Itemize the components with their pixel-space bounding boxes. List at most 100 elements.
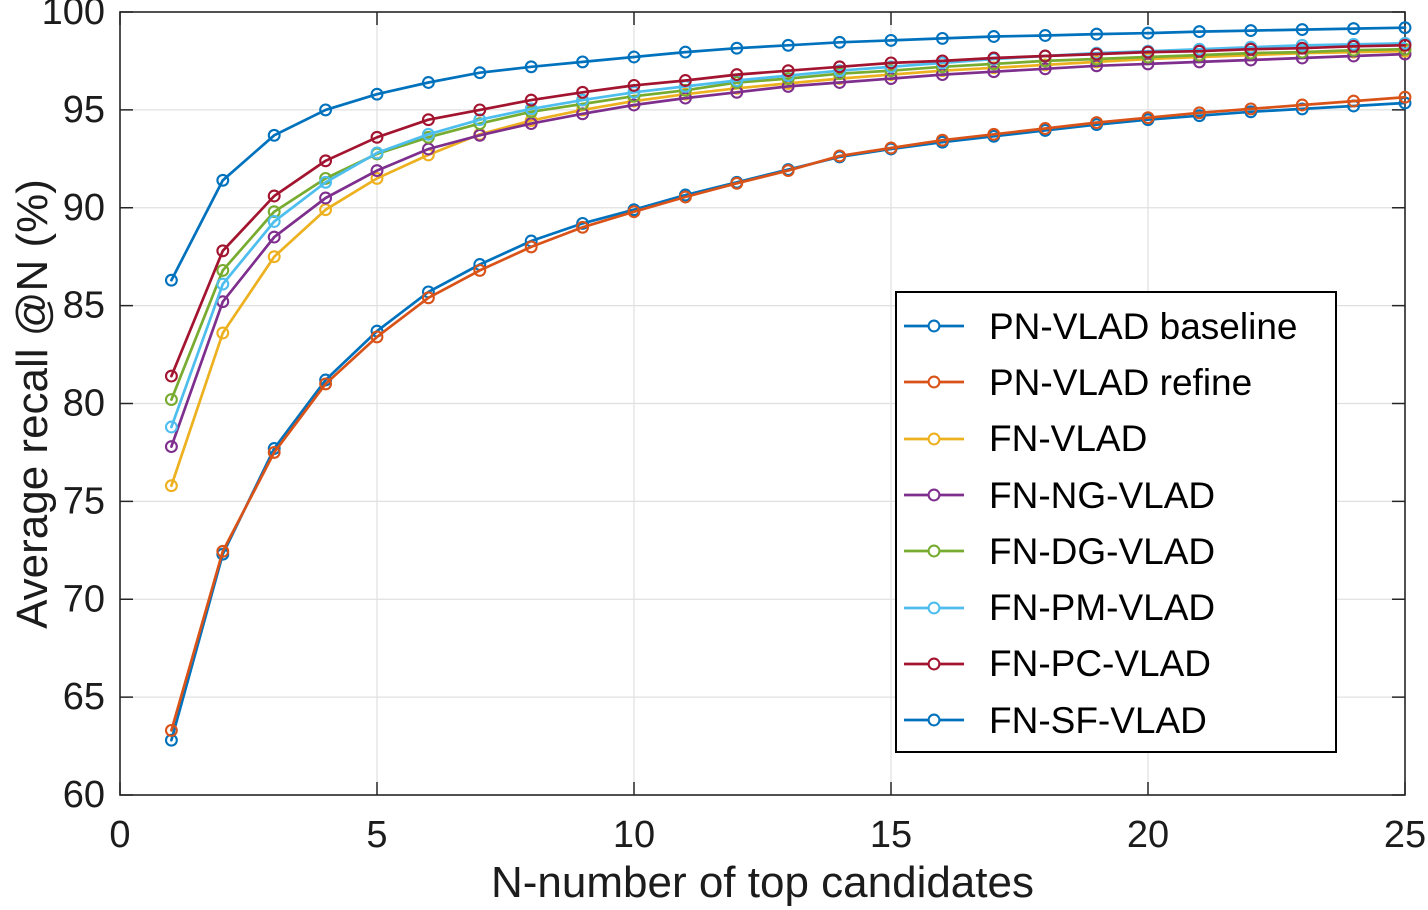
legend-label: FN-VLAD: [989, 418, 1148, 460]
series-marker-fn-sf-vlad: [319, 103, 333, 117]
series-marker-fn-pc-vlad: [370, 130, 384, 144]
series-marker-fn-pc-vlad: [1295, 41, 1309, 55]
series-marker-pn-vlad-refine: [987, 127, 1001, 141]
y-tick-label: 90: [63, 187, 105, 229]
series-marker-pn-vlad-refine: [576, 220, 590, 234]
legend-item: FN-DG-VLAD: [897, 523, 1335, 579]
series-marker-fn-pc-vlad: [884, 56, 898, 70]
series-marker-fn-pc-vlad: [267, 189, 281, 203]
y-tick-label: 60: [63, 774, 105, 816]
series-marker-fn-pm-vlad: [576, 93, 590, 107]
series-marker-fn-sf-vlad: [1192, 25, 1206, 39]
legend-line-marker-icon: [904, 601, 964, 615]
series-marker-fn-sf-vlad: [678, 45, 692, 59]
series-marker-fn-sf-vlad: [987, 30, 1001, 43]
series-marker-fn-pc-vlad: [935, 54, 949, 68]
series-marker-fn-dg-vlad: [216, 263, 230, 277]
legend-label: PN-VLAD baseline: [989, 305, 1298, 347]
series-marker-pn-vlad-refine: [1398, 90, 1412, 104]
series-marker-fn-pm-vlad: [267, 215, 281, 228]
series-marker-fn-pm-vlad: [524, 102, 538, 116]
series-marker-fn-pc-vlad: [1244, 42, 1258, 56]
series-marker-fn-pm-vlad: [421, 127, 435, 141]
legend-line-marker-icon: [904, 713, 964, 727]
series-marker-fn-sf-vlad: [1244, 24, 1258, 38]
legend-line-marker-icon: [904, 375, 964, 389]
series-marker-pn-vlad-refine: [935, 133, 949, 147]
legend-label: PN-VLAD refine: [989, 361, 1253, 403]
series-marker-pn-vlad-refine: [524, 240, 538, 254]
series-marker-fn-ng-vlad: [319, 191, 333, 205]
y-tick-label: 75: [63, 480, 105, 522]
series-marker-pn-vlad-refine: [421, 291, 435, 305]
legend-label: FN-NG-VLAD: [989, 474, 1216, 516]
series-marker-fn-sf-vlad: [524, 60, 538, 74]
x-tick-label: 15: [870, 814, 912, 856]
legend-label: FN-PC-VLAD: [989, 643, 1212, 685]
series-marker-fn-pc-vlad: [1090, 47, 1104, 61]
series-marker-fn-sf-vlad: [1090, 27, 1104, 41]
series-marker-fn-pc-vlad: [473, 103, 487, 117]
legend: PN-VLAD baseline PN-VLAD refine FN-VLAD FN-…: [895, 291, 1337, 753]
series-marker-pn-vlad-refine: [833, 149, 847, 163]
series-marker-fn-ng-vlad: [1038, 62, 1052, 76]
series-marker-fn-vlad: [678, 87, 692, 101]
series-marker-pn-vlad-refine: [164, 723, 178, 737]
series-marker-fn-dg-vlad: [164, 393, 178, 407]
legend-label: FN-PM-VLAD: [989, 587, 1216, 629]
series-marker-fn-pc-vlad: [216, 244, 230, 258]
series-marker-fn-pc-vlad: [576, 85, 590, 99]
legend-label: FN-DG-VLAD: [989, 530, 1216, 572]
series-marker-fn-pc-vlad: [1038, 49, 1052, 63]
series-marker-fn-ng-vlad: [267, 230, 281, 244]
series-marker-pn-vlad-refine: [1244, 102, 1258, 116]
series-marker-pn-vlad-refine: [1038, 122, 1052, 135]
series-marker-fn-pm-vlad: [833, 64, 847, 78]
series-marker-fn-pc-vlad: [987, 51, 1001, 65]
legend-line-marker-icon: [904, 488, 964, 502]
y-tick-label: 100: [42, 0, 105, 33]
x-tick-label: 20: [1127, 814, 1169, 856]
legend-item: FN-PM-VLAD: [897, 579, 1335, 635]
series-marker-fn-pm-vlad: [216, 277, 230, 291]
series-marker-pn-vlad-refine: [1090, 116, 1104, 130]
series-marker-pn-vlad-refine: [627, 205, 641, 219]
series-marker-fn-dg-vlad: [473, 117, 487, 131]
y-tick-label: 95: [63, 89, 105, 131]
series-marker-fn-pm-vlad: [627, 85, 641, 99]
series-marker-fn-vlad: [164, 479, 178, 493]
series-line-fn-ng-vlad: [170, 52, 1407, 448]
series-marker-fn-vlad: [370, 171, 384, 185]
series-marker-fn-pc-vlad: [627, 78, 641, 92]
y-tick-label: 65: [63, 676, 105, 718]
series-marker-fn-sf-vlad: [1295, 23, 1309, 37]
y-tick-label: 70: [63, 578, 105, 620]
series-marker-pn-vlad-refine: [473, 263, 487, 277]
legend-line-marker-icon: [904, 432, 964, 446]
y-axis-label: Average recall @N (%): [8, 179, 57, 629]
legend-item: FN-PC-VLAD: [897, 636, 1335, 692]
series-marker-pn-vlad-refine: [730, 176, 744, 190]
series-marker-fn-ng-vlad: [987, 65, 1001, 79]
series-marker-fn-sf-vlad: [1347, 22, 1361, 36]
series-marker-fn-sf-vlad: [730, 41, 744, 55]
series-marker-pn-vlad-refine: [319, 377, 333, 391]
series-line-fn-pc-vlad: [170, 43, 1407, 378]
legend-item: FN-VLAD: [897, 411, 1335, 467]
x-tick-label: 0: [109, 814, 130, 856]
x-tick-label: 10: [613, 814, 655, 856]
legend-line-marker-icon: [904, 657, 964, 671]
x-axis-label: N-number of top candidates: [491, 858, 1034, 907]
legend-item: FN-SF-VLAD: [897, 692, 1335, 748]
legend-item: PN-VLAD baseline: [897, 298, 1335, 354]
legend-line-marker-icon: [904, 544, 964, 558]
series-marker-fn-dg-vlad: [1295, 45, 1309, 59]
legend-item: PN-VLAD refine: [897, 354, 1335, 410]
series-marker-fn-ng-vlad: [164, 440, 178, 454]
series-marker-fn-sf-vlad: [781, 38, 795, 52]
series-marker-fn-pc-vlad: [319, 154, 333, 168]
series-marker-fn-pm-vlad: [164, 420, 178, 434]
series-marker-pn-vlad-refine: [370, 330, 384, 344]
legend-item: FN-NG-VLAD: [897, 467, 1335, 523]
